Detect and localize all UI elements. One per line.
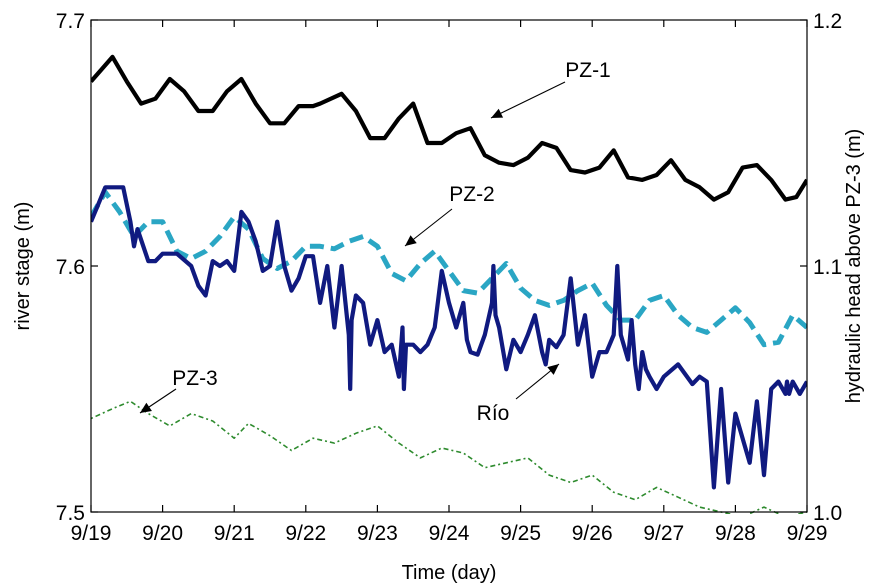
annotation-arrowhead-pz-3	[140, 402, 152, 413]
series-line-pz-3	[91, 400, 807, 514]
annotation-label-pz-2: PZ-2	[449, 183, 495, 206]
annotation-arrowhead-pz-2	[405, 235, 417, 246]
y-left-tick-label: 7.7	[56, 10, 85, 33]
annotation-arrowhead-r-o	[547, 364, 559, 375]
annotation-label-pz-3: PZ-3	[172, 367, 218, 390]
series-line-pz-2	[91, 189, 807, 348]
x-tick-label: 9/25	[500, 522, 541, 545]
x-tick-label: 9/24	[429, 522, 470, 545]
axis-ticks: 9/19 9/20 9/21 9/22 9/23 9/24 9/25 9/26 9/27 9/28…	[56, 10, 842, 545]
y-axis-label-right: hydraulic head above PZ-3 (m)	[843, 129, 865, 404]
plot-lines	[91, 54, 807, 514]
series-line-r-o	[91, 185, 807, 490]
plot-frame	[90, 19, 808, 513]
x-tick-label: 9/20	[142, 522, 183, 545]
series-line-pz-1	[91, 54, 807, 202]
annotation-label-pz-1: PZ-1	[565, 59, 611, 82]
y-right-tick-label: 1.1	[813, 256, 842, 279]
x-tick-label: 9/26	[572, 522, 613, 545]
annotation-label-r-o: Río	[477, 402, 510, 425]
y-right-tick-label: 1.2	[813, 10, 842, 33]
x-tick-label: 9/28	[715, 522, 756, 545]
annotation-arrowhead-pz-1	[491, 108, 504, 118]
x-tick-label: 9/19	[71, 522, 112, 545]
y-axis-label-left: river stage (m)	[12, 202, 34, 331]
x-tick-label: 9/27	[643, 522, 684, 545]
x-tick-label: 9/22	[285, 522, 326, 545]
x-tick-label: 9/29	[787, 522, 828, 545]
x-tick-label: 9/21	[214, 522, 255, 545]
y-right-tick-label: 1.0	[813, 502, 842, 525]
x-tick-label: 9/23	[357, 522, 398, 545]
annotations: PZ-1 PZ-2 PZ-3 Río	[139, 59, 611, 425]
x-axis-label: Time (day)	[402, 562, 497, 584]
annotation-arrow-pz-1	[490, 81, 566, 119]
y-left-tick-label: 7.6	[56, 256, 85, 279]
y-left-tick-label: 7.5	[56, 502, 85, 525]
